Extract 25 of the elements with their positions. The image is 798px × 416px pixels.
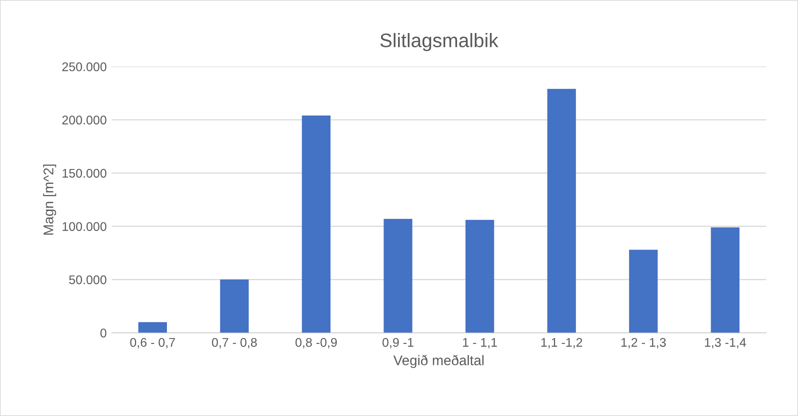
x-tick-label: 0,6 - 0,7 bbox=[130, 338, 175, 348]
bar bbox=[710, 227, 740, 333]
x-tick-label: 1 - 1,1 bbox=[463, 338, 497, 348]
bar bbox=[302, 116, 331, 333]
y-tick-label: 0 bbox=[100, 328, 106, 338]
y-tick-label: 250.000 bbox=[62, 62, 106, 72]
y-tick-label: 50.000 bbox=[69, 275, 106, 284]
y-tick-label: 200.000 bbox=[62, 116, 106, 124]
y-axis-title: Magn [m^2] bbox=[43, 164, 56, 235]
x-tick-label: 0,7 - 0,8 bbox=[212, 338, 257, 348]
bar bbox=[220, 280, 249, 333]
chart-title: Slitlagsmalbik bbox=[380, 33, 498, 52]
bar bbox=[138, 322, 167, 333]
x-tick-label: 0,9 -1 bbox=[382, 338, 414, 348]
y-tick-label: 100.000 bbox=[62, 222, 106, 231]
x-tick-label: 1,3 -1,4 bbox=[704, 338, 746, 348]
bar bbox=[629, 250, 658, 333]
bar bbox=[547, 88, 576, 333]
x-tick-label: 1,2 - 1,3 bbox=[621, 338, 666, 348]
bar bbox=[384, 218, 412, 333]
y-tick-label: 150.000 bbox=[62, 168, 106, 178]
bar bbox=[465, 220, 494, 333]
x-axis-title: Vegið meðaltal bbox=[393, 354, 484, 368]
x-tick-label: 1,1 -1,2 bbox=[541, 338, 582, 348]
x-tick-label: 0,8 -0,9 bbox=[296, 338, 337, 348]
